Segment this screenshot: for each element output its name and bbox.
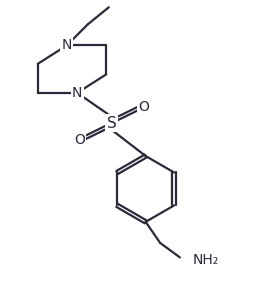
Text: NH₂: NH₂: [193, 253, 219, 267]
Text: N: N: [61, 38, 72, 52]
Text: N: N: [72, 86, 82, 100]
Text: O: O: [138, 100, 149, 113]
Text: O: O: [74, 133, 85, 147]
Text: S: S: [107, 116, 116, 131]
